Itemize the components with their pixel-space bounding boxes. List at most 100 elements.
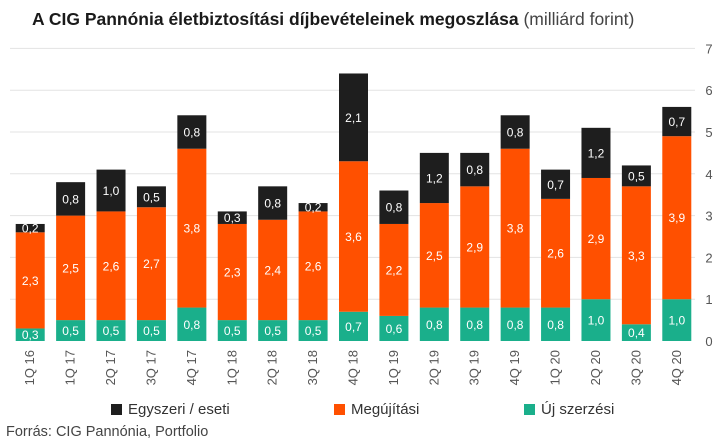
bar-segment-egyszeri <box>541 169 571 199</box>
bar-segment-uj <box>460 307 490 341</box>
data-label-megujitasi: 3,3 <box>628 249 645 263</box>
data-label-egyszeri: 0,5 <box>628 169 645 183</box>
legend-item-uj: Új szerzési <box>524 401 614 418</box>
data-label-megujitasi: 2,5 <box>426 249 443 263</box>
data-label-uj: 0,5 <box>143 324 160 338</box>
data-label-egyszeri: 0,3 <box>224 211 241 225</box>
x-tick-label: 3Q 17 <box>143 350 158 385</box>
x-tick-label: 1Q 19 <box>386 350 401 385</box>
bar-segment-egyszeri <box>379 190 409 224</box>
bar-segment-uj <box>96 320 126 341</box>
bar-segment-uj <box>177 307 207 341</box>
data-label-uj: 0,8 <box>507 318 524 332</box>
bar-segment-megujitasi <box>541 198 571 308</box>
data-label-uj: 0,5 <box>62 324 79 338</box>
bar-segment-megujitasi <box>96 211 126 321</box>
data-label-megujitasi: 2,3 <box>22 274 39 288</box>
data-label-egyszeri: 0,2 <box>305 201 322 215</box>
bar-segment-megujitasi <box>581 177 611 300</box>
legend-swatch-megujitasi <box>334 404 345 415</box>
data-label-uj: 0,8 <box>466 318 483 332</box>
bar-segment-megujitasi <box>379 223 409 316</box>
data-label-egyszeri: 0,8 <box>264 197 281 211</box>
data-label-megujitasi: 2,2 <box>386 263 403 277</box>
data-label-megujitasi: 2,7 <box>143 257 160 271</box>
bar-segment-uj <box>419 307 449 341</box>
bar-segment-egyszeri <box>500 115 530 149</box>
chart-title-main: A CIG Pannónia életbiztosítási díjbevéte… <box>32 9 519 29</box>
data-label-uj: 0,5 <box>305 324 322 338</box>
data-label-egyszeri: 0,5 <box>143 190 160 204</box>
data-label-uj: 0,5 <box>264 324 281 338</box>
y-tick-label: 7 <box>705 41 712 56</box>
data-label-uj: 0,6 <box>386 322 403 336</box>
bar-segment-uj <box>621 324 651 341</box>
data-label-uj: 0,8 <box>426 318 443 332</box>
data-label-uj: 0,5 <box>103 324 120 338</box>
data-label-egyszeri: 0,8 <box>507 126 524 140</box>
x-tick-label: 2Q 19 <box>426 350 441 385</box>
data-label-uj: 0,5 <box>224 324 241 338</box>
bar-segment-uj <box>15 328 45 341</box>
bar-segment-uj <box>217 320 247 341</box>
data-label-uj: 0,3 <box>22 328 39 342</box>
data-label-egyszeri: 2,1 <box>345 111 362 125</box>
legend-item-egyszeri: Egyszeri / eseti <box>111 401 230 418</box>
x-tick-label: 2Q 20 <box>588 350 603 385</box>
chart-title: A CIG Pannónia életbiztosítási díjbevéte… <box>32 9 634 30</box>
y-tick-label: 1 <box>705 292 712 307</box>
bar-segment-egyszeri <box>339 73 368 162</box>
bar-segment-egyszeri <box>419 152 449 204</box>
bar-segment-egyszeri <box>15 223 45 233</box>
data-label-egyszeri: 0,8 <box>466 163 483 177</box>
bar-segment-uj <box>379 315 409 341</box>
data-label-megujitasi: 2,5 <box>62 261 79 275</box>
data-label-uj: 0,8 <box>547 318 564 332</box>
bar-segment-egyszeri <box>56 182 86 216</box>
x-tick-label: 1Q 18 <box>224 350 239 385</box>
data-label-egyszeri: 0,8 <box>386 201 403 215</box>
bar-segment-uj <box>339 311 368 341</box>
data-label-megujitasi: 3,9 <box>668 211 685 225</box>
bar-segment-uj <box>541 307 571 341</box>
bar-segment-megujitasi <box>136 207 166 321</box>
source-note: Forrás: CIG Pannónia, Portfolio <box>6 424 209 440</box>
legend-item-megujitasi: Megújítási <box>334 401 419 418</box>
data-label-megujitasi: 2,9 <box>588 232 605 246</box>
bar-segment-megujitasi <box>217 223 247 321</box>
x-tick-label: 2Q 17 <box>103 350 118 385</box>
data-label-megujitasi: 2,3 <box>224 266 241 280</box>
legend-swatch-uj <box>524 404 535 415</box>
y-tick-label: 5 <box>705 125 712 140</box>
legend-label-megujitasi: Megújítási <box>351 401 420 418</box>
x-tick-label: 4Q 20 <box>669 350 684 385</box>
data-label-egyszeri: 0,8 <box>62 192 79 206</box>
bar-segment-egyszeri <box>460 152 490 187</box>
data-label-megujitasi: 2,6 <box>547 247 564 261</box>
bar-segment-egyszeri <box>177 115 207 149</box>
data-label-egyszeri: 1,0 <box>103 184 120 198</box>
data-label-egyszeri: 1,2 <box>588 146 605 160</box>
bar-segment-megujitasi <box>298 211 328 321</box>
data-label-megujitasi: 3,8 <box>184 222 201 236</box>
y-tick-label: 0 <box>705 334 712 349</box>
bar-segment-uj <box>500 307 530 341</box>
data-label-uj: 1,0 <box>668 314 685 328</box>
x-tick-label: 3Q 18 <box>305 350 320 385</box>
bar-segment-egyszeri <box>136 186 166 208</box>
bar-segment-megujitasi <box>621 186 651 325</box>
chart-title-unit: (milliárd forint) <box>523 9 635 29</box>
bar-segment-egyszeri <box>96 169 126 212</box>
data-label-egyszeri: 0,7 <box>668 115 685 129</box>
data-label-uj: 0,8 <box>184 318 201 332</box>
bar-segment-uj <box>136 320 166 341</box>
bar-segment-megujitasi <box>419 203 449 308</box>
data-label-uj: 0,4 <box>628 326 645 340</box>
data-label-megujitasi: 2,6 <box>305 259 322 273</box>
y-tick-label: 4 <box>705 167 712 182</box>
data-label-egyszeri: 0,7 <box>547 178 564 192</box>
bar-segment-megujitasi <box>56 215 86 321</box>
data-label-egyszeri: 1,2 <box>426 171 443 185</box>
x-tick-label: 4Q 17 <box>184 350 199 385</box>
bar-segment-uj <box>298 320 328 341</box>
